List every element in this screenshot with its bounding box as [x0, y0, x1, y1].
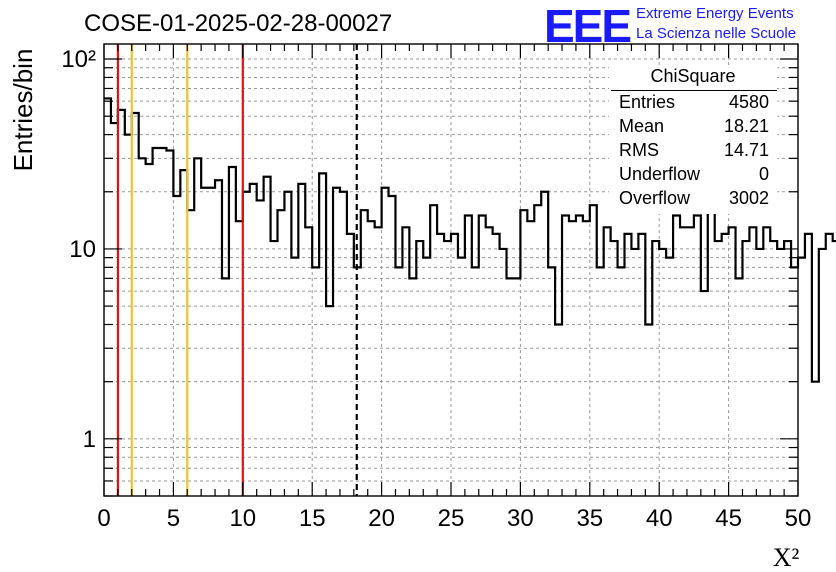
stats-title: ChiSquare — [650, 66, 736, 86]
y-tick-label: 1 — [83, 426, 96, 453]
stats-row-overflow: Overflow 3002 — [619, 188, 769, 212]
stats-label: RMS — [619, 140, 659, 160]
stats-label: Underflow — [619, 164, 701, 184]
marker-lines — [116, 44, 358, 496]
x-tick-label: 50 — [785, 505, 812, 532]
x-tick-label: 35 — [576, 505, 603, 532]
stats-label: Overflow — [619, 188, 691, 208]
stats-value: 14.71 — [723, 140, 769, 160]
stats-value: 18.21 — [723, 116, 769, 136]
x-tick-label: 45 — [715, 505, 742, 532]
stats-label: Mean — [619, 116, 665, 136]
eee-logo-text: Extreme Energy Events La Scienza nelle S… — [636, 4, 796, 44]
stats-row-rms: RMS 14.71 — [619, 140, 769, 164]
eee-logo: EEE — [544, 0, 632, 52]
x-axis-ticks: 0 5 10 15 20 25 30 35 40 45 50 — [97, 44, 811, 532]
x-tick-label: 40 — [646, 505, 673, 532]
logo-line-1: Extreme Energy Events — [636, 5, 794, 22]
x-tick-label: 20 — [368, 505, 395, 532]
stats-divider — [611, 90, 777, 91]
stats-box: ChiSquare Entries 4580 Mean 18.21 RMS 14… — [609, 66, 777, 214]
x-tick-label: 30 — [507, 505, 534, 532]
y-axis-ticks: 1 10 10² — [61, 46, 798, 497]
stats-value: 3002 — [728, 188, 769, 208]
stats-value: 4580 — [728, 92, 769, 112]
stats-label: Entries — [619, 92, 676, 112]
stats-row-entries: Entries 4580 — [619, 92, 769, 116]
logo-line-2: La Scienza nelle Scuole — [636, 25, 797, 42]
x-tick-label: 0 — [97, 505, 110, 532]
histogram-bars — [104, 97, 836, 383]
y-tick-label: 10² — [61, 46, 96, 73]
x-axis-label: X² — [773, 543, 800, 572]
stats-row-underflow: Underflow 0 — [619, 164, 769, 188]
stats-value: 0 — [758, 164, 769, 184]
y-axis-label: Entries/bin — [8, 49, 38, 172]
histogram-outline — [104, 97, 836, 383]
y-tick-label: 10 — [69, 236, 96, 263]
chart-title: COSE-01-2025-02-28-00027 — [84, 10, 393, 37]
x-tick-label: 25 — [438, 505, 465, 532]
x-tick-label: 15 — [299, 505, 326, 532]
x-tick-label: 5 — [167, 505, 180, 532]
stats-row-mean: Mean 18.21 — [619, 116, 769, 140]
x-tick-label: 10 — [229, 505, 256, 532]
